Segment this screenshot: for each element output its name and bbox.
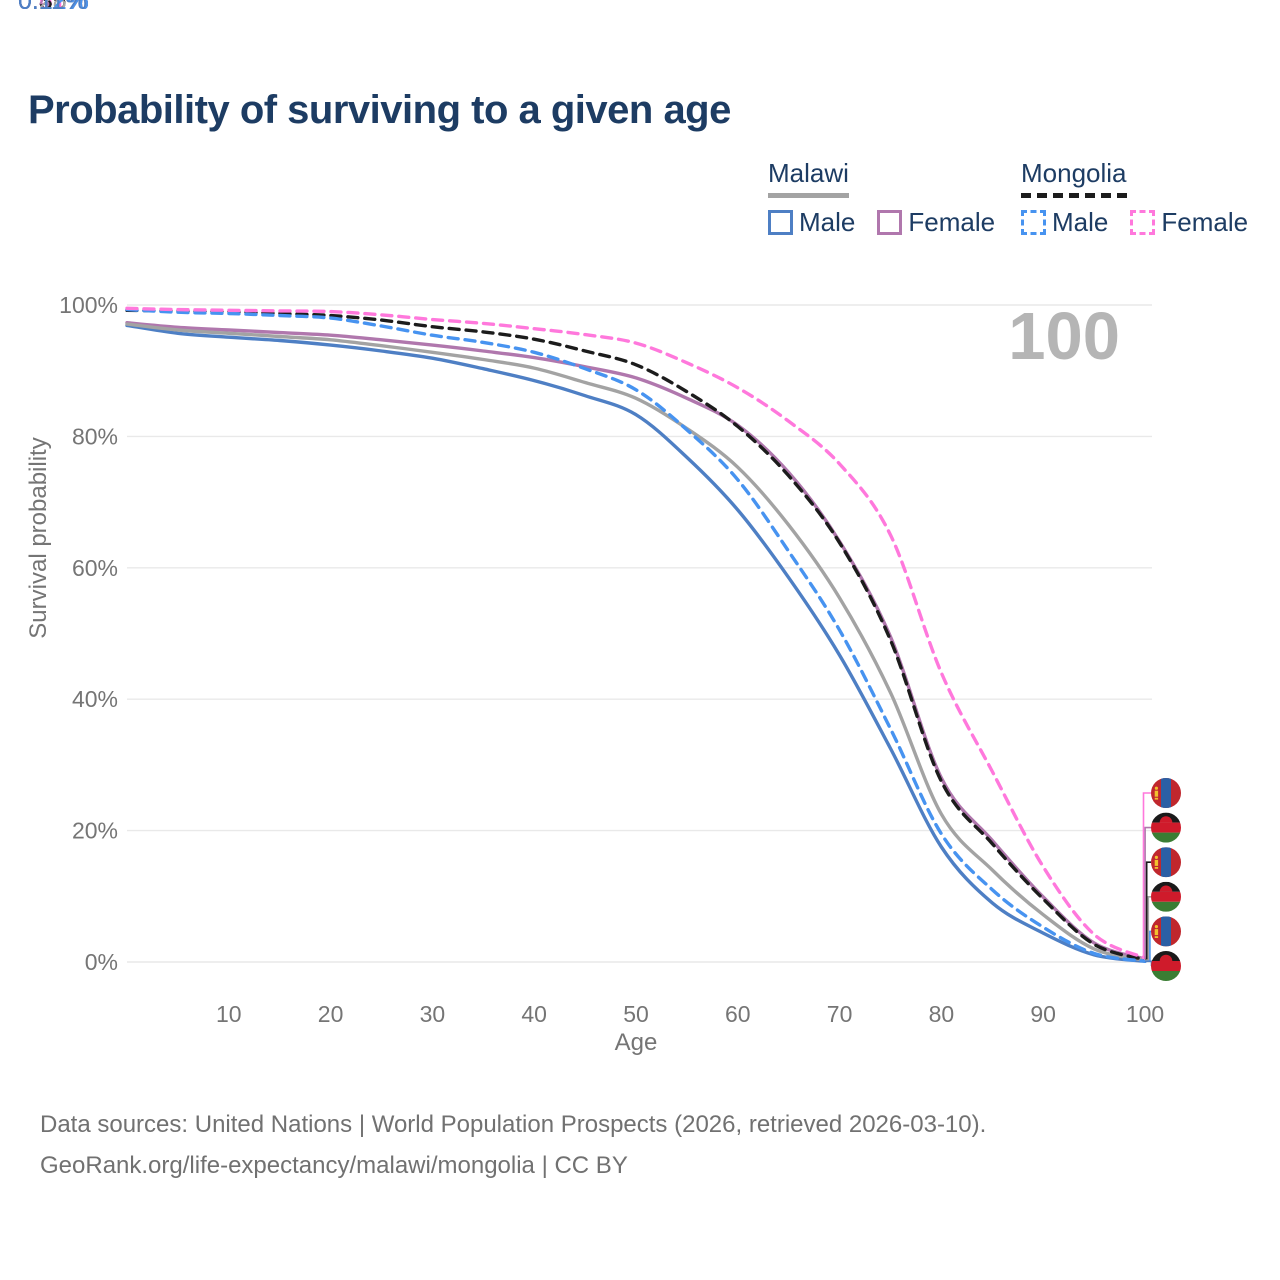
x-tick-label: 30 xyxy=(420,1001,446,1027)
mongolia-flag-icon xyxy=(1151,778,1181,808)
legend-malawi-female-label: Female xyxy=(908,207,996,237)
legend-group-malawi: Malawi Male Female xyxy=(768,158,995,238)
end-label-connector-malawi-both xyxy=(1145,896,1151,961)
legend-item-mongolia-female[interactable]: Female xyxy=(1130,207,1248,238)
series-line-mongolia-male[interactable] xyxy=(125,307,1147,963)
footer-sources-line: Data sources: United Nations | World Pop… xyxy=(40,1111,987,1138)
series-line-malawi-female[interactable] xyxy=(125,321,1147,961)
x-tick-label: 40 xyxy=(521,1001,547,1027)
legend-malawi-male-label: Male xyxy=(799,207,856,237)
end-label-value-mongolia-female: 0.61% xyxy=(18,0,89,15)
x-tick-label: 50 xyxy=(623,1001,649,1027)
end-label-malawi-both xyxy=(1151,881,1181,912)
series-line-mongolia-female[interactable] xyxy=(125,306,1147,960)
end-label-malawi-female xyxy=(1151,812,1181,843)
y-axis-title: Survival probability xyxy=(25,437,52,638)
malawi-male-swatch-icon xyxy=(768,210,793,235)
end-label-value-malawi-both: 0.28% xyxy=(18,0,89,15)
page-title: Probability of surviving to a given age xyxy=(28,88,731,132)
mongolia-flag-icon xyxy=(1151,916,1181,947)
footer: Data sources: United Nations | World Pop… xyxy=(40,1104,986,1186)
series-line-mongolia-both[interactable] xyxy=(125,308,1147,962)
legend-group-mongolia: Mongolia Male Female xyxy=(1021,158,1248,238)
end-label-mongolia-male xyxy=(1151,916,1181,947)
legend-item-malawi-male[interactable]: Male xyxy=(768,207,855,238)
y-tick-label: 80% xyxy=(72,423,118,449)
y-tick-label: 20% xyxy=(72,818,118,844)
x-axis-title: Age xyxy=(615,1029,658,1056)
malawi-flag-icon xyxy=(1151,881,1181,912)
hover-age-watermark: 100 xyxy=(1008,299,1120,374)
end-label-value-mongolia-male: 0.12% xyxy=(18,0,89,15)
x-tick-label: 10 xyxy=(216,1001,242,1027)
x-tick-label: 90 xyxy=(1030,1001,1056,1027)
mongolia-flag-icon xyxy=(1151,847,1181,878)
legend-item-mongolia-male[interactable]: Male xyxy=(1021,207,1108,238)
malawi-female-swatch-icon xyxy=(877,210,903,235)
legend-item-malawi-female[interactable]: Female xyxy=(877,207,995,238)
end-label-value-mongolia-both: 0.35% xyxy=(18,0,89,15)
mongolia-male-swatch-icon xyxy=(1021,210,1046,235)
malawi-flag-icon xyxy=(1151,951,1181,981)
y-tick-label: 40% xyxy=(72,686,118,712)
legend-mongolia-title[interactable]: Mongolia xyxy=(1021,158,1127,198)
y-tick-label: 100% xyxy=(59,292,118,318)
x-tick-label: 100 xyxy=(1126,1001,1164,1027)
end-label-malawi-male xyxy=(1151,951,1181,981)
mongolia-female-swatch-icon xyxy=(1130,210,1156,235)
end-label-value-malawi-female: 0.45% xyxy=(18,0,89,15)
x-tick-label: 70 xyxy=(827,1001,853,1027)
series-line-malawi-male[interactable] xyxy=(125,323,1147,963)
legend-mongolia-female-label: Female xyxy=(1161,207,1249,237)
end-label-connector-mongolia-female xyxy=(1142,792,1151,959)
footer-attribution-line: GeoRank.org/life-expectancy/malawi/mongo… xyxy=(40,1152,628,1179)
malawi-flag-icon xyxy=(1151,812,1181,843)
y-tick-label: 0% xyxy=(85,949,118,975)
legend-malawi-title[interactable]: Malawi xyxy=(768,158,849,198)
x-tick-label: 60 xyxy=(725,1001,751,1027)
series-line-malawi-both[interactable] xyxy=(125,322,1147,962)
x-tick-label: 20 xyxy=(318,1001,344,1027)
x-tick-label: 80 xyxy=(929,1001,955,1027)
legend-mongolia-male-label: Male xyxy=(1052,207,1109,237)
end-label-connector-malawi-male xyxy=(1145,960,1153,967)
end-label-mongolia-female xyxy=(1151,778,1181,808)
y-tick-label: 60% xyxy=(72,555,118,581)
end-label-value-malawi-male: 0.11% xyxy=(18,0,87,15)
end-label-mongolia-both xyxy=(1151,847,1181,878)
